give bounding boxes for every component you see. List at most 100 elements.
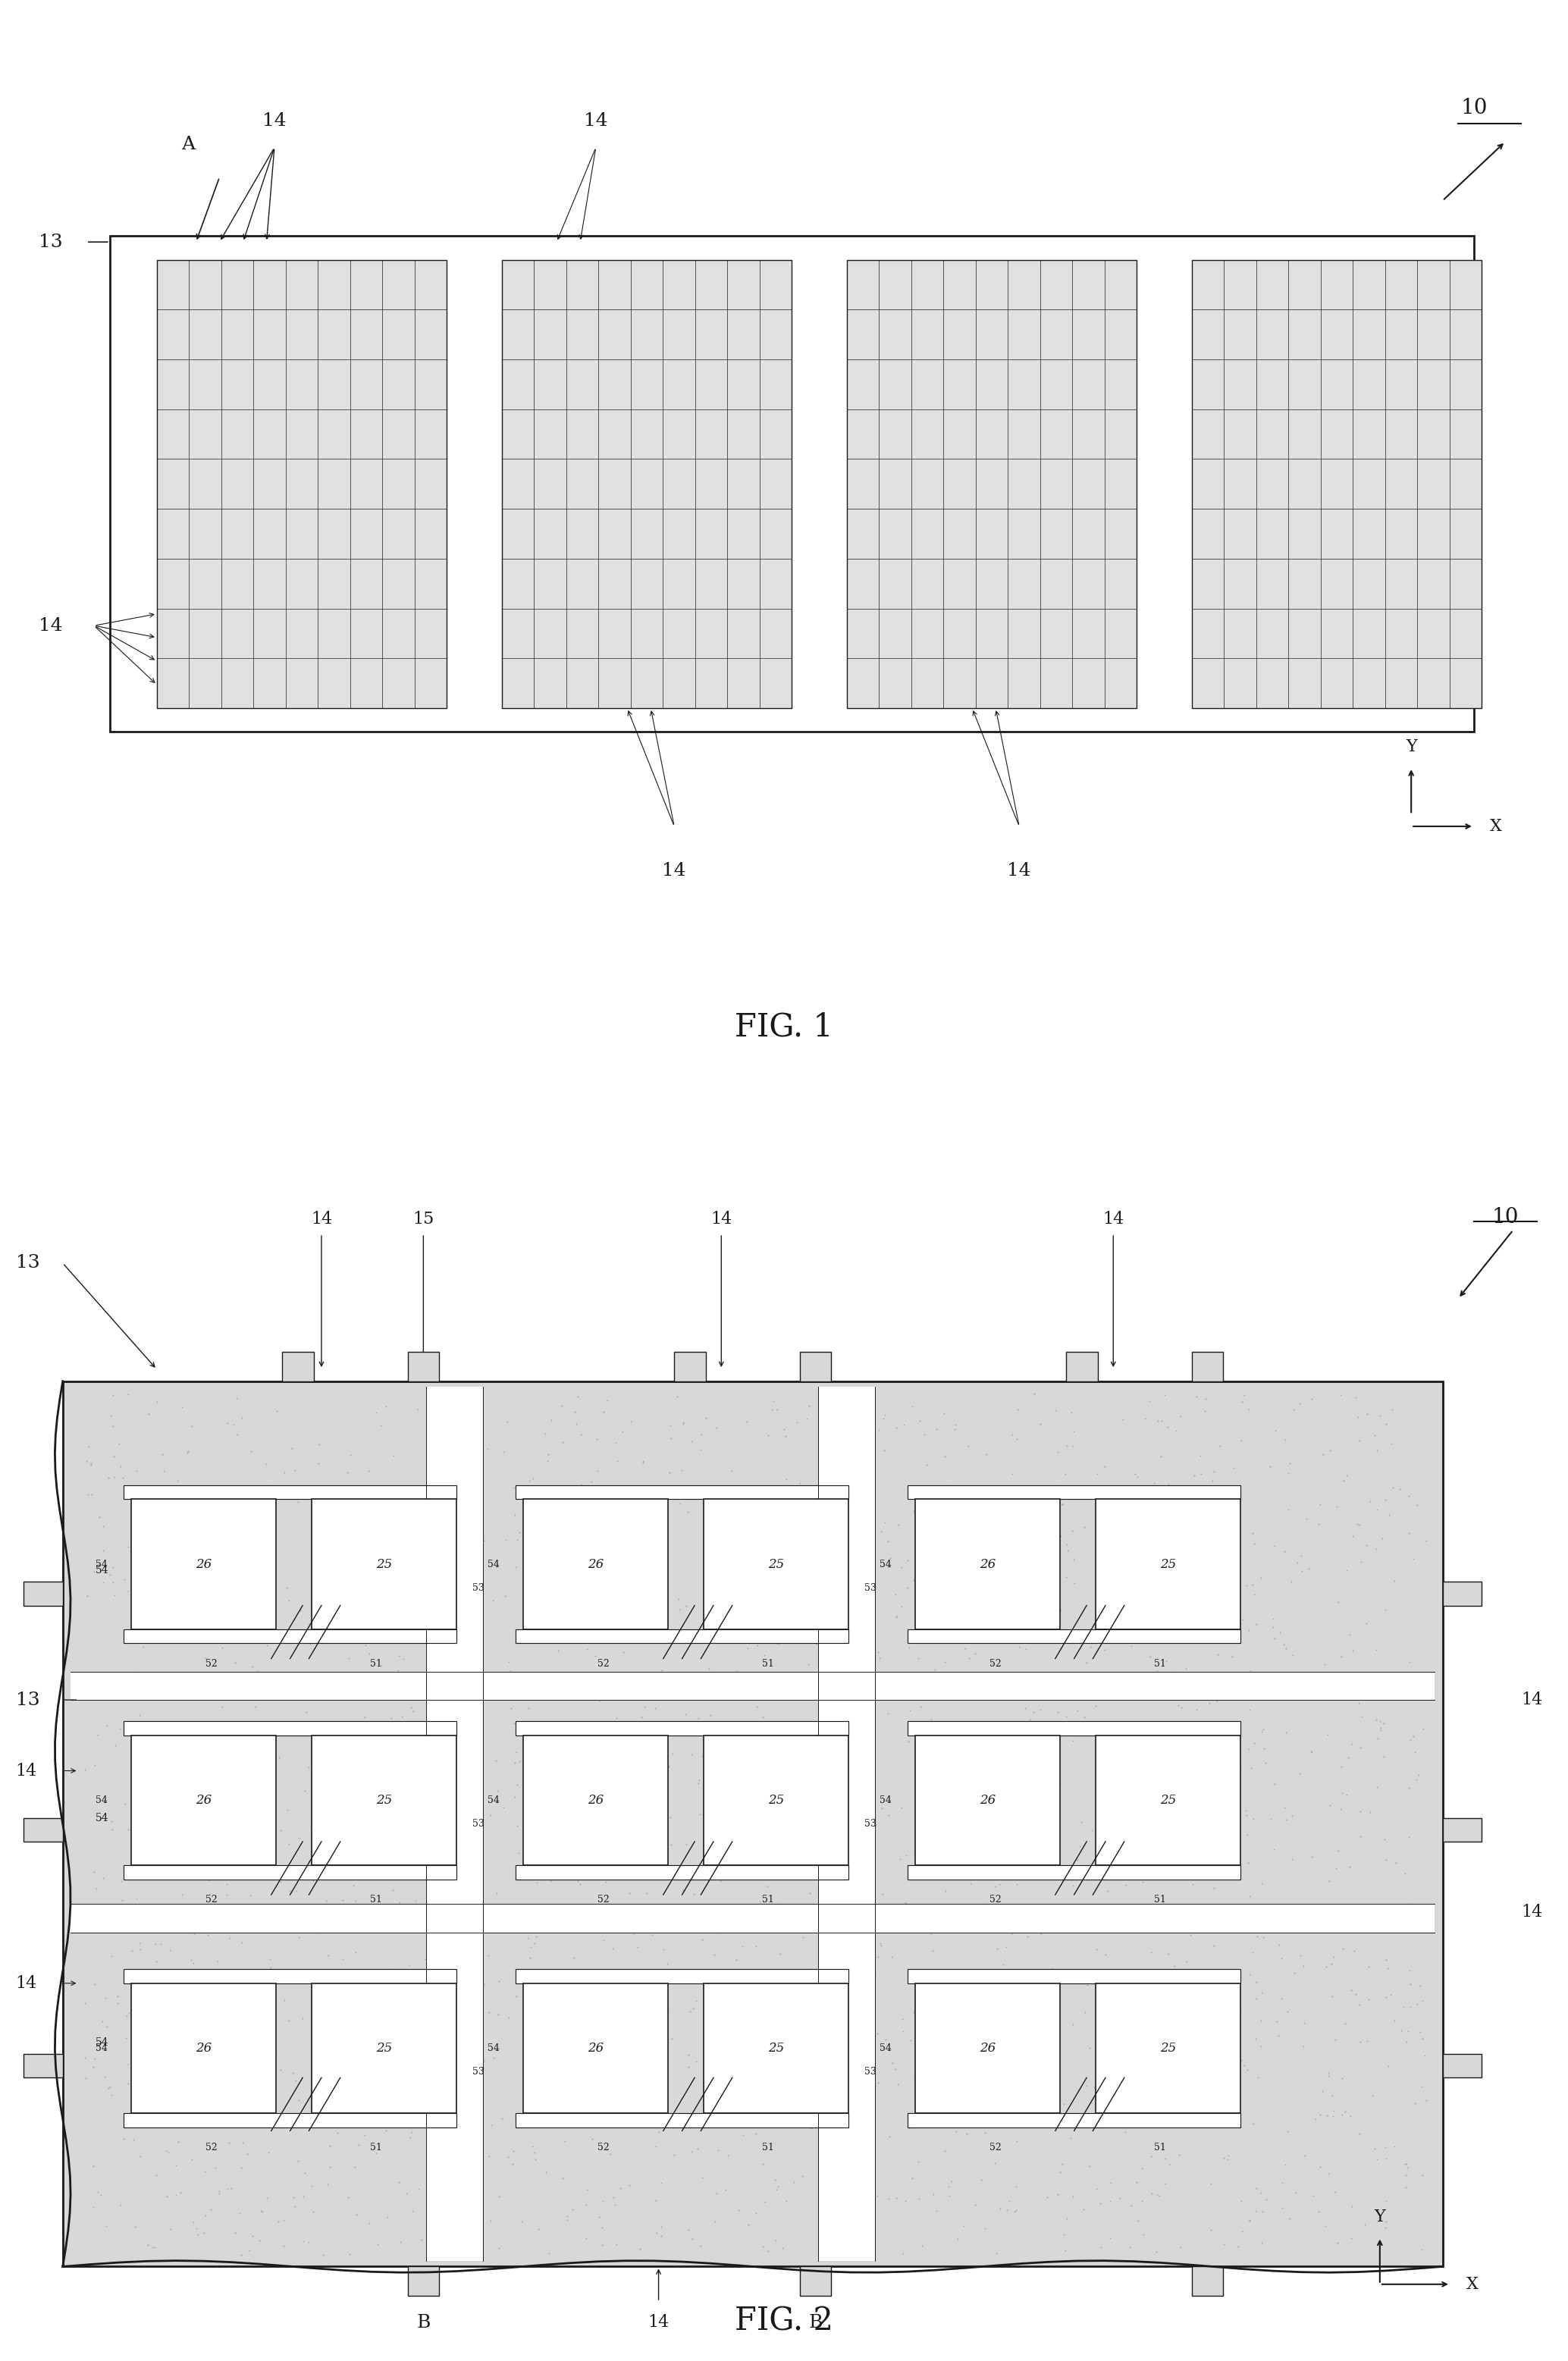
Point: [1397, 1513, 1422, 1551]
Text: 51: 51: [370, 1894, 383, 1905]
Point: [416, 1882, 441, 1919]
Point: [524, 1863, 549, 1901]
Point: [844, 1457, 869, 1495]
Text: 54: 54: [488, 1794, 500, 1806]
Point: [1229, 2212, 1254, 2250]
Point: [1232, 1376, 1258, 1414]
Point: [122, 1834, 147, 1872]
Point: [1148, 2014, 1173, 2052]
Point: [251, 1794, 276, 1832]
Point: [107, 1424, 132, 1461]
Point: [732, 1842, 757, 1879]
Point: [1005, 1997, 1030, 2035]
Point: [1258, 1799, 1283, 1837]
Point: [859, 1716, 884, 1754]
Point: [1330, 1639, 1355, 1676]
Point: [552, 2089, 577, 2127]
Point: [1374, 1941, 1399, 1979]
Point: [588, 1681, 613, 1719]
Point: [238, 2028, 263, 2066]
Point: [78, 1476, 103, 1513]
Point: [982, 1804, 1007, 1842]
Text: 53: 53: [864, 1818, 877, 1830]
Point: [856, 1391, 881, 1428]
Point: [1137, 1986, 1162, 2023]
Point: [765, 1624, 790, 1662]
Point: [1330, 1929, 1355, 1967]
Point: [1101, 1716, 1126, 1754]
Point: [590, 2182, 615, 2219]
Point: [847, 1870, 872, 1908]
Point: [872, 1431, 897, 1469]
Point: [1146, 1402, 1171, 1440]
Point: [1154, 1742, 1179, 1780]
Point: [1240, 1565, 1265, 1603]
Point: [163, 2177, 188, 2215]
Point: [434, 1605, 459, 1643]
Point: [691, 1473, 717, 1511]
Point: [229, 1924, 254, 1962]
Point: [1287, 1754, 1312, 1792]
Point: [414, 2012, 439, 2049]
Point: [737, 1657, 762, 1695]
Point: [574, 2186, 599, 2224]
Text: 14: 14: [262, 113, 287, 130]
Text: 15: 15: [412, 1211, 434, 1228]
Text: 54: 54: [96, 2042, 108, 2054]
Point: [1240, 1934, 1265, 1971]
Point: [1400, 1539, 1425, 1577]
Point: [157, 1525, 182, 1563]
Point: [1093, 2047, 1118, 2085]
Text: 25: 25: [768, 1794, 784, 1806]
Point: [536, 2236, 561, 2274]
Point: [767, 1955, 792, 1993]
Point: [539, 1964, 564, 2002]
Point: [1091, 2061, 1116, 2099]
Point: [254, 1627, 279, 1665]
Point: [546, 1631, 571, 1669]
Point: [729, 2059, 754, 2097]
Point: [972, 1707, 997, 1745]
Point: [353, 2115, 378, 2153]
Point: [1022, 1374, 1047, 1412]
Point: [1345, 1398, 1370, 1435]
Point: [1311, 1435, 1336, 1473]
Point: [1154, 1544, 1179, 1582]
Point: [933, 1665, 958, 1702]
Point: [789, 1485, 814, 1523]
Point: [834, 1410, 859, 1447]
Point: [1410, 2068, 1435, 2106]
Point: [1414, 1523, 1439, 1561]
Point: [1118, 1665, 1143, 1702]
Point: [535, 1435, 560, 1473]
Point: [310, 1655, 336, 1693]
Point: [654, 1889, 679, 1927]
Point: [1348, 1818, 1374, 1856]
Point: [637, 1610, 662, 1648]
Point: [108, 2186, 133, 2224]
Point: [227, 1742, 252, 1780]
Point: [1381, 1894, 1406, 1931]
Text: 14: 14: [648, 2314, 670, 2330]
Text: 52: 52: [597, 1657, 610, 1669]
Point: [1323, 2172, 1348, 2210]
Point: [248, 2222, 273, 2259]
Point: [1054, 1558, 1079, 1596]
Point: [917, 2099, 942, 2137]
Point: [353, 2023, 378, 2061]
Point: [1392, 1853, 1417, 1891]
Bar: [132, 1499, 276, 1629]
Point: [1250, 1712, 1275, 1750]
Point: [771, 1410, 797, 1447]
Point: [585, 1419, 610, 1457]
Point: [292, 1676, 317, 1714]
Point: [786, 1469, 811, 1506]
Point: [784, 1912, 809, 1950]
Point: [869, 1790, 894, 1827]
Bar: [908, 1485, 1240, 1499]
Point: [532, 1787, 557, 1825]
Point: [416, 1495, 441, 1532]
Point: [135, 2226, 160, 2264]
Point: [1036, 1596, 1062, 1634]
Point: [797, 1388, 822, 1426]
